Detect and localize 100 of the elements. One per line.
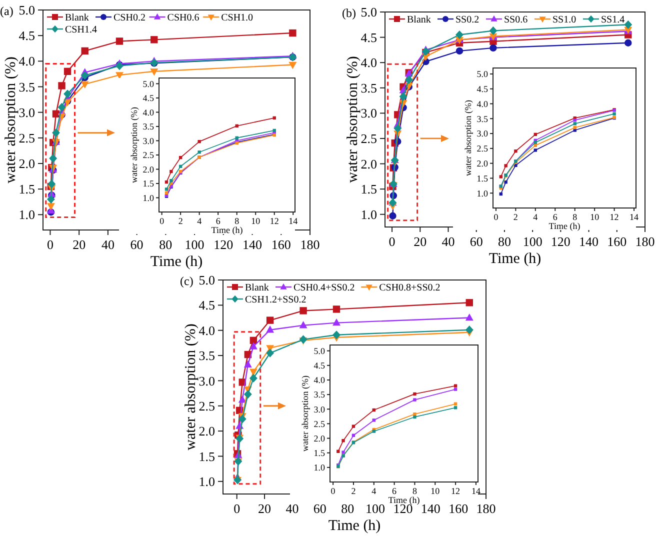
y-tick-label: 2.0 — [198, 424, 215, 439]
point — [64, 68, 72, 75]
x-tick-label: 100 — [366, 501, 386, 516]
point — [504, 180, 508, 184]
x-tick-label: 160 — [448, 501, 468, 516]
point — [504, 164, 508, 168]
x-tick-label: 10 — [590, 212, 600, 222]
x-tick-label: 0 — [46, 237, 54, 252]
y-tick-label: 4.0 — [314, 375, 326, 386]
y-tick-label: 1.0 — [142, 192, 154, 203]
x-tick-label: 140 — [420, 501, 440, 516]
y-tick-label: 3.5 — [476, 114, 488, 124]
legend-label: SS1.4 — [601, 14, 625, 26]
x-tick-label: 160 — [271, 237, 291, 252]
y-tick-label: 4.0 — [142, 107, 154, 118]
legend-label: CSH0.6 — [167, 12, 200, 24]
y-tick-label: 3.0 — [476, 128, 488, 139]
point — [465, 313, 474, 321]
y-axis-title: water absorption (%) — [463, 100, 473, 176]
x-tick-label: 10 — [430, 486, 440, 496]
x-tick-label: 180 — [300, 237, 320, 252]
x-axis-title: Time (h) — [328, 518, 381, 534]
y-tick-label: 5.0 — [314, 346, 326, 356]
x-tick-label: 0 — [494, 212, 499, 222]
x-tick-label: 8 — [572, 212, 578, 222]
legend-label: SS1.0 — [552, 14, 576, 26]
point — [266, 326, 274, 333]
x-tick-label: 180 — [635, 234, 655, 249]
y-tick-label: 1.0 — [314, 462, 326, 473]
legend-label: Blank — [65, 12, 89, 24]
legend-label: Blank — [407, 14, 431, 26]
point — [266, 316, 274, 324]
point — [46, 203, 55, 210]
x-tick-label: 12 — [270, 216, 279, 226]
point — [235, 124, 238, 128]
y-tick-label: 4.5 — [142, 93, 154, 104]
legend-label: CSH0.8+SS0.2 — [379, 282, 440, 294]
y-tick-label: 2.5 — [360, 131, 377, 146]
point — [372, 418, 376, 422]
point — [332, 330, 340, 340]
y-tick-label: 2.5 — [142, 150, 154, 160]
x-tick-label: 120 — [214, 237, 234, 252]
point — [454, 406, 458, 410]
y-tick-label: 3.0 — [360, 106, 377, 121]
point — [80, 71, 89, 80]
y-tick-label: 4.5 — [314, 360, 326, 371]
y-tick-label: 3.5 — [314, 390, 326, 400]
legend-label: CSH1.2+SS0.2 — [245, 294, 306, 306]
point — [249, 342, 258, 350]
point — [389, 212, 396, 220]
y-tick-label: 4.5 — [360, 30, 377, 45]
point — [454, 388, 458, 391]
point — [116, 38, 124, 45]
point — [413, 392, 416, 396]
point — [413, 398, 416, 402]
point — [300, 307, 307, 314]
x-tick-label: 100 — [522, 234, 542, 249]
x-tick-label: 12 — [610, 212, 619, 222]
y-tick-label: 1.5 — [142, 178, 154, 189]
y-tick-label: 1.0 — [476, 188, 488, 198]
x-tick-label: 60 — [470, 234, 483, 249]
point — [170, 179, 173, 182]
point — [150, 36, 158, 44]
x-tick-label: 40 — [442, 234, 455, 249]
legend-label: SS0.6 — [504, 14, 528, 26]
chart-title: (a) — [0, 4, 14, 18]
point — [238, 414, 246, 424]
x-tick-label: 0 — [388, 234, 396, 249]
point — [288, 62, 297, 70]
legend-label: Blank — [245, 282, 269, 294]
x-tick-label: 80 — [341, 501, 354, 516]
y-tick-label: 5.0 — [360, 4, 377, 20]
x-tick-label: 80 — [498, 234, 511, 249]
y-tick-label: 3.5 — [142, 122, 154, 132]
x-tick-label: 12 — [451, 486, 460, 496]
y-tick-label: 4.0 — [198, 322, 215, 338]
x-tick-label: 140 — [579, 234, 599, 249]
point — [404, 75, 413, 84]
x-tick-label: 0 — [330, 486, 336, 496]
y-tick-label: 3.5 — [18, 79, 35, 94]
x-tick-label: 60 — [313, 501, 326, 516]
point — [336, 450, 340, 453]
x-tick-label: 6 — [552, 212, 558, 222]
x-tick-label: 14 — [471, 486, 481, 496]
point — [394, 124, 402, 133]
point — [352, 424, 356, 428]
point — [58, 82, 66, 90]
y-tick-label: 1.5 — [360, 182, 377, 197]
y-tick-label: 4.0 — [360, 55, 377, 70]
y-tick-label: 1.5 — [18, 182, 35, 197]
x-tick-label: 6 — [392, 486, 398, 496]
point — [454, 384, 458, 388]
y-tick-label: 1.0 — [198, 474, 215, 489]
y-tick-label: 1.5 — [476, 173, 488, 184]
point — [413, 415, 416, 419]
point — [456, 47, 464, 55]
y-tick-label: 2.0 — [314, 433, 326, 444]
chart-title: (c) — [180, 274, 194, 288]
point — [198, 140, 201, 144]
y-tick-label: 4.5 — [476, 84, 488, 94]
